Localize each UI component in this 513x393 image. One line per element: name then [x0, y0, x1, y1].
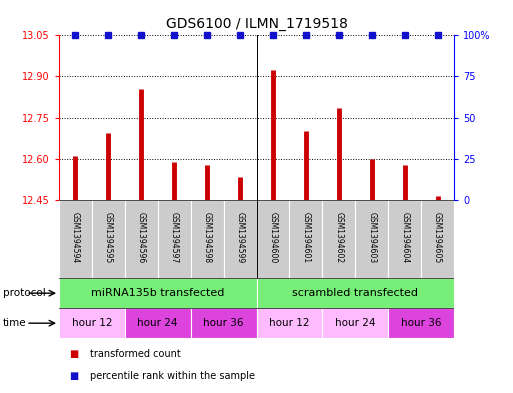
Bar: [125, 200, 158, 278]
Text: GSM1394602: GSM1394602: [334, 212, 343, 263]
Text: GSM1394598: GSM1394598: [203, 212, 212, 263]
Bar: [289, 200, 322, 278]
Text: GSM1394596: GSM1394596: [137, 212, 146, 263]
Text: GSM1394599: GSM1394599: [235, 212, 245, 263]
Bar: [92, 200, 125, 278]
Text: hour 24: hour 24: [335, 318, 376, 328]
Text: hour 12: hour 12: [269, 318, 310, 328]
Title: GDS6100 / ILMN_1719518: GDS6100 / ILMN_1719518: [166, 17, 347, 31]
Bar: [59, 278, 256, 308]
Bar: [191, 308, 256, 338]
Text: GSM1394603: GSM1394603: [367, 212, 376, 263]
Bar: [158, 200, 191, 278]
Text: hour 36: hour 36: [401, 318, 441, 328]
Text: ■: ■: [69, 371, 78, 381]
Text: GSM1394605: GSM1394605: [433, 212, 442, 263]
Text: GSM1394600: GSM1394600: [268, 212, 278, 263]
Text: hour 12: hour 12: [72, 318, 112, 328]
Bar: [224, 200, 256, 278]
Bar: [322, 200, 355, 278]
Text: GSM1394604: GSM1394604: [400, 212, 409, 263]
Text: GSM1394597: GSM1394597: [170, 212, 179, 263]
Text: protocol: protocol: [3, 288, 45, 298]
Bar: [322, 308, 388, 338]
Bar: [256, 308, 322, 338]
Bar: [388, 308, 454, 338]
Text: GSM1394595: GSM1394595: [104, 212, 113, 263]
Text: GSM1394601: GSM1394601: [301, 212, 310, 263]
Bar: [59, 308, 125, 338]
Text: percentile rank within the sample: percentile rank within the sample: [90, 371, 255, 381]
Bar: [59, 200, 92, 278]
Text: hour 24: hour 24: [137, 318, 178, 328]
Bar: [421, 200, 454, 278]
Bar: [125, 308, 191, 338]
Text: GSM1394594: GSM1394594: [71, 212, 80, 263]
Text: transformed count: transformed count: [90, 349, 181, 359]
Text: scrambled transfected: scrambled transfected: [292, 288, 418, 298]
Bar: [388, 200, 421, 278]
Text: ■: ■: [69, 349, 78, 359]
Bar: [191, 200, 224, 278]
Bar: [256, 200, 289, 278]
Text: hour 36: hour 36: [203, 318, 244, 328]
Text: time: time: [3, 318, 26, 328]
Bar: [256, 278, 454, 308]
Text: miRNA135b transfected: miRNA135b transfected: [91, 288, 224, 298]
Bar: [355, 200, 388, 278]
